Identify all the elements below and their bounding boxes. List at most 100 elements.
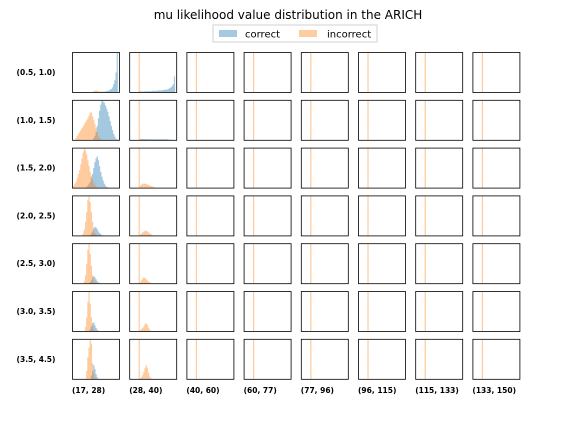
incorrect-bar xyxy=(93,280,95,284)
correct-bar xyxy=(162,139,164,140)
correct-bar xyxy=(143,139,145,140)
incorrect-bar xyxy=(142,232,144,236)
incorrect-bar xyxy=(93,91,95,92)
incorrect-bar xyxy=(310,244,312,284)
incorrect-bar xyxy=(88,347,90,379)
incorrect-bar xyxy=(253,244,255,284)
panel-frame xyxy=(358,99,406,141)
correct-bar xyxy=(140,139,143,140)
panel-frame xyxy=(472,338,521,380)
incorrect-bar xyxy=(87,160,89,188)
incorrect-bar xyxy=(149,329,151,331)
incorrect-bar xyxy=(86,120,88,140)
panel-r5-c6 xyxy=(415,291,464,332)
panel-frame xyxy=(300,195,349,237)
correct-bar xyxy=(109,89,111,92)
incorrect-bar xyxy=(80,164,82,188)
incorrect-bar xyxy=(139,234,141,236)
incorrect-bar xyxy=(424,339,426,379)
correct-bar xyxy=(160,90,163,92)
incorrect-bar xyxy=(367,339,369,379)
correct-bar xyxy=(149,139,151,140)
incorrect-bar xyxy=(195,53,198,92)
correct-bar xyxy=(107,111,109,140)
chart-title: mu likelihood value distribution in the … xyxy=(154,8,423,22)
panel-r1-c7 xyxy=(472,99,521,141)
correct-bar xyxy=(145,139,147,140)
panel-r2-c2 xyxy=(186,147,235,189)
panel-frame xyxy=(243,243,292,285)
panel-r5-c3 xyxy=(243,291,292,332)
incorrect-bar xyxy=(91,275,94,284)
incorrect-bar xyxy=(310,292,312,331)
incorrect-bar xyxy=(86,154,88,188)
legend: correct incorrect xyxy=(212,24,378,43)
correct-bar xyxy=(110,125,113,140)
incorrect-bar xyxy=(90,265,93,284)
correct-bar xyxy=(89,282,91,284)
panel-frame xyxy=(129,243,178,285)
incorrect-bar xyxy=(195,339,198,379)
incorrect-bar xyxy=(195,196,198,236)
correct-bar xyxy=(97,282,100,284)
correct-bar xyxy=(95,279,97,284)
incorrect-bar xyxy=(145,365,147,379)
correct-bar xyxy=(97,160,100,188)
incorrect-bar xyxy=(150,378,152,379)
incorrect-bar xyxy=(93,182,95,188)
incorrect-bar xyxy=(481,100,484,140)
correct-bar xyxy=(103,102,105,140)
panel-r6-c3 xyxy=(243,338,292,380)
incorrect-bar xyxy=(84,275,87,284)
correct-bar xyxy=(165,89,167,92)
incorrect-bar xyxy=(151,186,153,188)
correct-bar xyxy=(90,177,93,188)
correct-bar xyxy=(106,91,108,92)
panel-r6-c7 xyxy=(472,338,521,380)
incorrect-bar xyxy=(310,53,312,92)
correct-bar xyxy=(102,101,104,140)
correct-bar xyxy=(166,89,169,92)
incorrect-bar xyxy=(95,234,97,236)
panel-frame xyxy=(472,147,521,189)
column-label: (28, 40) xyxy=(129,386,162,395)
panel-frame xyxy=(358,52,406,93)
panel-r0-c0 xyxy=(72,52,120,93)
correct-bar xyxy=(158,139,160,140)
incorrect-bar xyxy=(87,118,89,140)
incorrect-bar xyxy=(81,158,83,188)
correct-bar xyxy=(113,84,115,92)
correct-bar xyxy=(155,90,157,92)
correct-bar xyxy=(146,139,149,140)
panel-frame xyxy=(472,195,521,237)
correct-bar xyxy=(151,90,153,92)
incorrect-bar xyxy=(143,183,145,188)
incorrect-bar xyxy=(100,139,102,140)
incorrect-bar xyxy=(90,112,93,140)
legend-swatch-incorrect xyxy=(299,30,317,37)
incorrect-bar xyxy=(149,233,151,236)
correct-bar xyxy=(101,100,103,140)
correct-bar xyxy=(104,105,107,140)
incorrect-bar xyxy=(144,230,146,236)
panel-frame xyxy=(186,195,235,237)
incorrect-bar xyxy=(144,183,146,188)
correct-bar xyxy=(103,183,105,188)
incorrect-bar xyxy=(140,233,143,236)
correct-bar xyxy=(151,139,153,140)
incorrect-bar xyxy=(139,138,141,140)
correct-bar xyxy=(165,139,167,140)
incorrect-bar xyxy=(90,317,93,331)
incorrect-bar xyxy=(89,202,91,236)
incorrect-bar xyxy=(424,148,426,188)
panel-r6-c4 xyxy=(300,338,349,380)
panel-frame xyxy=(472,52,521,93)
panel-r4-c2 xyxy=(186,243,235,285)
correct-bar xyxy=(91,323,94,331)
incorrect-bar xyxy=(138,292,140,331)
row-label: (2.0, 2.5) xyxy=(17,211,56,220)
incorrect-bar xyxy=(84,122,87,140)
panel-frame xyxy=(300,243,349,285)
incorrect-bar xyxy=(83,229,85,236)
